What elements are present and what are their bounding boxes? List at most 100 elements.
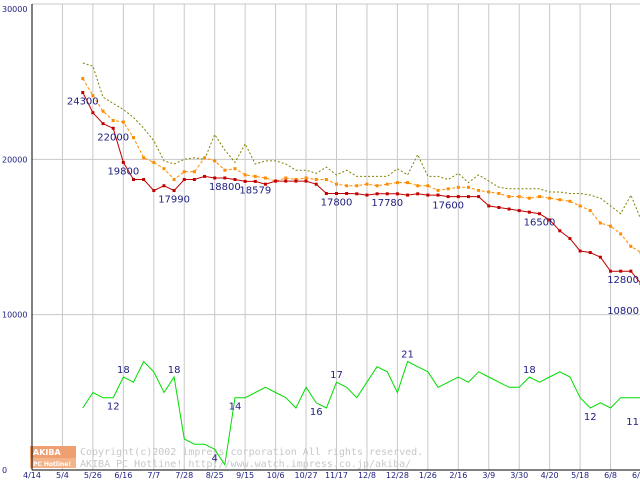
data-point-average-price — [111, 119, 115, 122]
data-point-lowest-price — [395, 192, 399, 196]
data-point-lowest-price — [385, 192, 389, 196]
data-point-lowest-price — [142, 178, 146, 182]
data-point-lowest-price — [548, 218, 552, 222]
data-point-average-price — [304, 176, 308, 180]
data-point-average-price — [578, 204, 582, 208]
x-tick-label: 7/7 — [147, 471, 160, 480]
data-label: 14 — [229, 402, 242, 413]
data-point-average-price — [598, 221, 602, 225]
data-point-lowest-price — [91, 111, 95, 115]
x-tick-label: 12/8 — [358, 471, 376, 480]
data-point-lowest-price — [101, 122, 105, 126]
data-point-lowest-price — [629, 269, 633, 273]
data-point-lowest-price — [538, 212, 541, 216]
data-point-lowest-price — [517, 209, 521, 213]
x-tick-label: 6/29 — [632, 471, 640, 480]
data-point-lowest-price — [284, 179, 288, 183]
y-tick-label: 0 — [2, 466, 7, 475]
data-label: 18 — [168, 365, 181, 376]
data-point-average-price — [385, 182, 389, 186]
x-tick-label: 8/25 — [206, 471, 224, 480]
data-point-average-price — [355, 184, 359, 188]
x-tick-label: 4/14 — [23, 471, 41, 480]
data-point-average-price — [294, 178, 298, 182]
data-point-average-price — [456, 185, 460, 189]
data-point-lowest-price — [416, 192, 420, 196]
x-tick-label: 5/26 — [84, 471, 102, 480]
data-point-lowest-price — [446, 195, 450, 199]
data-label: 18 — [117, 365, 130, 376]
data-point-lowest-price — [182, 178, 186, 182]
grid — [31, 3, 640, 471]
data-label: 17780 — [371, 198, 403, 209]
data-point-lowest-price — [426, 193, 430, 197]
data-point-average-price — [263, 176, 267, 180]
x-tick-label: 12/28 — [386, 471, 409, 480]
data-point-lowest-price — [263, 182, 267, 186]
data-point-average-price — [395, 181, 399, 185]
x-tick-label: 3/30 — [510, 471, 528, 480]
watermark-copyright: Copyright(c)2002 impress corporation All… — [80, 447, 423, 458]
x-tick-label: 10/27 — [295, 471, 318, 480]
data-point-lowest-price — [243, 179, 247, 183]
data-point-average-price — [203, 156, 207, 160]
x-tick-label: 9/15 — [236, 471, 254, 480]
data-point-average-price — [182, 170, 186, 174]
data-point-average-price — [91, 94, 95, 98]
data-point-average-price — [436, 188, 440, 192]
data-point-lowest-price — [588, 251, 592, 255]
series-line-average-price — [82, 78, 640, 253]
data-point-average-price — [213, 159, 217, 163]
data-label: 18800 — [209, 182, 241, 193]
data-point-lowest-price — [497, 205, 501, 209]
data-point-lowest-price — [253, 179, 257, 183]
x-tick-label: 3/9 — [482, 471, 495, 480]
data-label: 4 — [212, 453, 218, 464]
data-point-lowest-price — [81, 91, 85, 95]
data-label: 21 — [401, 350, 414, 361]
data-point-lowest-price — [304, 179, 308, 183]
data-label: 17600 — [432, 201, 464, 212]
x-tick-label: 2/16 — [449, 471, 467, 480]
data-point-average-price — [172, 178, 176, 182]
data-point-lowest-price — [456, 195, 460, 199]
data-point-average-price — [527, 196, 531, 200]
data-point-lowest-price — [335, 192, 338, 196]
series — [81, 62, 640, 467]
data-point-average-price — [406, 181, 410, 185]
watermark-logo-bottom — [30, 458, 76, 468]
data-point-lowest-price — [365, 193, 369, 197]
x-tick-label: 1/26 — [419, 471, 437, 480]
data-point-lowest-price — [507, 207, 511, 211]
data-point-average-price — [609, 224, 613, 228]
data-point-average-price — [243, 173, 247, 177]
y-tick-label: 20000 — [2, 155, 27, 164]
data-point-lowest-price — [527, 210, 531, 214]
data-label: 11 — [626, 417, 639, 428]
data-point-lowest-price — [375, 192, 379, 196]
data-point-lowest-price — [132, 178, 135, 182]
data-label: 16 — [310, 407, 323, 418]
data-point-average-price — [324, 178, 328, 182]
data-point-average-price — [629, 244, 633, 248]
data-point-average-price — [507, 195, 511, 199]
data-point-lowest-price — [172, 189, 176, 193]
data-point-average-price — [132, 136, 135, 140]
data-point-average-price — [497, 192, 501, 196]
data-point-average-price — [223, 168, 227, 172]
watermark-logo-subtext: PC Hotline! — [33, 461, 71, 468]
data-point-lowest-price — [294, 179, 298, 183]
series-line-number-of-shops — [82, 360, 640, 467]
data-point-average-price — [335, 182, 338, 186]
data-point-average-price — [426, 184, 430, 188]
data-label: 19800 — [107, 166, 139, 177]
data-point-lowest-price — [578, 249, 582, 253]
data-point-average-price — [588, 209, 592, 213]
data-label: 18 — [523, 365, 536, 376]
data-point-average-price — [558, 198, 562, 202]
y-tick-label: 10000 — [2, 311, 27, 320]
x-tick-label: 10/6 — [267, 471, 285, 480]
x-tick-label: 11/17 — [325, 471, 348, 480]
data-point-lowest-price — [558, 229, 562, 233]
